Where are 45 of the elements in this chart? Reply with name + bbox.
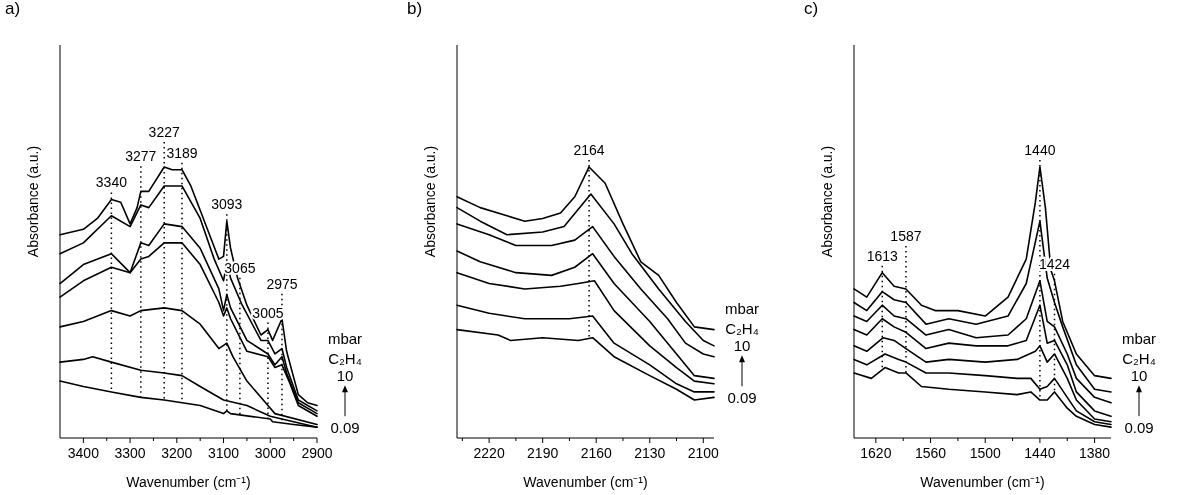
chart-title: c) [804, 0, 819, 18]
ref-line-label: 2164 [573, 141, 605, 158]
legend-title: mbar C₂H₄ [724, 300, 760, 338]
legend-label: 0.09 [727, 389, 757, 407]
x-tick-label: 3200 [161, 445, 193, 461]
ref-line-label: 1440 [1024, 141, 1056, 158]
x-tick-label: 2220 [473, 445, 505, 461]
series-label: 10 [1130, 367, 1148, 385]
x-tick-label: 2130 [634, 445, 666, 461]
x-tick-label: 2160 [580, 445, 612, 461]
x-axis-title: Wavenumber (cm⁻¹) [523, 474, 648, 490]
x-tick-label: 1560 [914, 445, 947, 461]
y-axis-title: Absorbance (a.u.) [25, 145, 41, 258]
legend-title: mbar C₂H₄ [327, 330, 363, 368]
x-axis-title: Wavenumber (cm⁻¹) [126, 474, 251, 490]
x-tick-label: 3400 [67, 445, 100, 461]
ref-line-label: 3340 [95, 174, 128, 191]
x-tick-label: 3300 [114, 445, 146, 461]
ref-line-label: 3093 [211, 196, 243, 213]
x-tick-label: 3100 [207, 445, 240, 461]
x-tick-label: 1620 [860, 445, 892, 461]
x-tick-label: 1500 [969, 445, 1002, 461]
x-tick-label: 2100 [687, 445, 720, 461]
x-tick-label: 2190 [527, 445, 559, 461]
x-axis-title: Wavenumber (cm⁻¹) [920, 474, 1045, 490]
ref-line-label: 3005 [252, 304, 284, 321]
ref-line-label: 3227 [148, 123, 180, 140]
chart-title: a) [5, 0, 21, 18]
legend-label: 0.09 [1124, 419, 1154, 437]
ref-line-label: 3189 [166, 144, 198, 161]
x-tick-label: 3000 [254, 445, 287, 461]
ref-line-label: 1613 [866, 247, 899, 264]
x-tick-label: 2900 [301, 445, 333, 461]
y-axis-title: Absorbance (a.u.) [819, 145, 835, 258]
series-label: 10 [733, 337, 751, 355]
ref-line-label: 1587 [890, 227, 922, 244]
ref-line-label: 3277 [125, 148, 157, 165]
series-label: 10 [336, 367, 354, 385]
chart-title: b) [407, 0, 423, 18]
legend-title: mbar C₂H₄ [1121, 330, 1157, 368]
legend-label: 0.09 [330, 419, 360, 437]
x-tick-label: 1440 [1024, 445, 1056, 461]
ref-line-label: 2975 [266, 275, 298, 292]
x-tick-label: 1380 [1079, 445, 1111, 461]
y-axis-title: Absorbance (a.u.) [422, 145, 438, 258]
